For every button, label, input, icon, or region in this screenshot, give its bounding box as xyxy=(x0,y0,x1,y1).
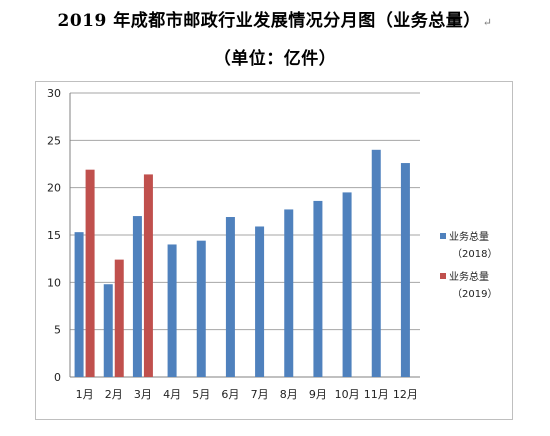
legend-item-2019: 业务总量 （2019） xyxy=(440,268,497,300)
bar-2019 xyxy=(143,174,153,377)
x-tick-label: 9月 xyxy=(309,388,327,401)
chart-title: 2019 年成都市邮政行业发展情况分月图（业务总量） ↵ xyxy=(57,11,493,31)
x-tick-label: 5月 xyxy=(192,388,210,401)
x-tick-label: 6月 xyxy=(221,388,239,401)
y-tick-label: 30 xyxy=(47,87,61,100)
y-tick-label: 10 xyxy=(47,276,61,289)
legend-swatch-2018 xyxy=(440,233,446,239)
legend-label-2018: 业务总量 xyxy=(449,232,489,243)
y-tick-label: 5 xyxy=(54,324,61,337)
x-tick-label: 8月 xyxy=(280,388,298,401)
bar-2018 xyxy=(225,217,235,377)
x-tick-label: 7月 xyxy=(251,388,269,401)
bar-2018 xyxy=(400,163,410,377)
bar-2018 xyxy=(371,149,381,377)
bar-2018 xyxy=(74,232,84,377)
y-tick-label: 20 xyxy=(47,182,61,195)
legend-year-2019: （2019） xyxy=(452,289,498,300)
bar-2019 xyxy=(85,169,95,377)
x-tick-label: 10月 xyxy=(335,388,360,401)
x-tick-label: 4月 xyxy=(163,388,181,401)
x-tick-label: 3月 xyxy=(134,388,152,401)
legend-item-2018: 业务总量 （2018） xyxy=(440,228,497,260)
chart-frame xyxy=(35,81,513,420)
bar-2018 xyxy=(196,240,206,377)
chart-subtitle: （单位：亿件） xyxy=(213,49,337,69)
bar-2019 xyxy=(114,259,124,377)
y-tick-label: 25 xyxy=(47,134,61,147)
bar-2018 xyxy=(284,209,294,377)
bar-2018 xyxy=(342,192,352,377)
bar-2018 xyxy=(132,216,142,377)
x-tick-label: 2月 xyxy=(105,388,123,401)
bar-2018 xyxy=(103,284,113,377)
legend-swatch-2019 xyxy=(440,273,446,279)
legend-label-2019: 业务总量 xyxy=(449,272,489,283)
bar-2018 xyxy=(255,226,265,377)
x-tick-label: 1月 xyxy=(76,388,94,401)
bar-2018 xyxy=(313,200,323,377)
x-tick-label: 11月 xyxy=(364,388,389,401)
x-tick-label: 12月 xyxy=(393,388,418,401)
y-tick-label: 15 xyxy=(47,229,61,242)
y-tick-label: 0 xyxy=(54,371,61,384)
bar-2018 xyxy=(167,244,177,377)
legend-year-2018: （2018） xyxy=(452,249,498,260)
